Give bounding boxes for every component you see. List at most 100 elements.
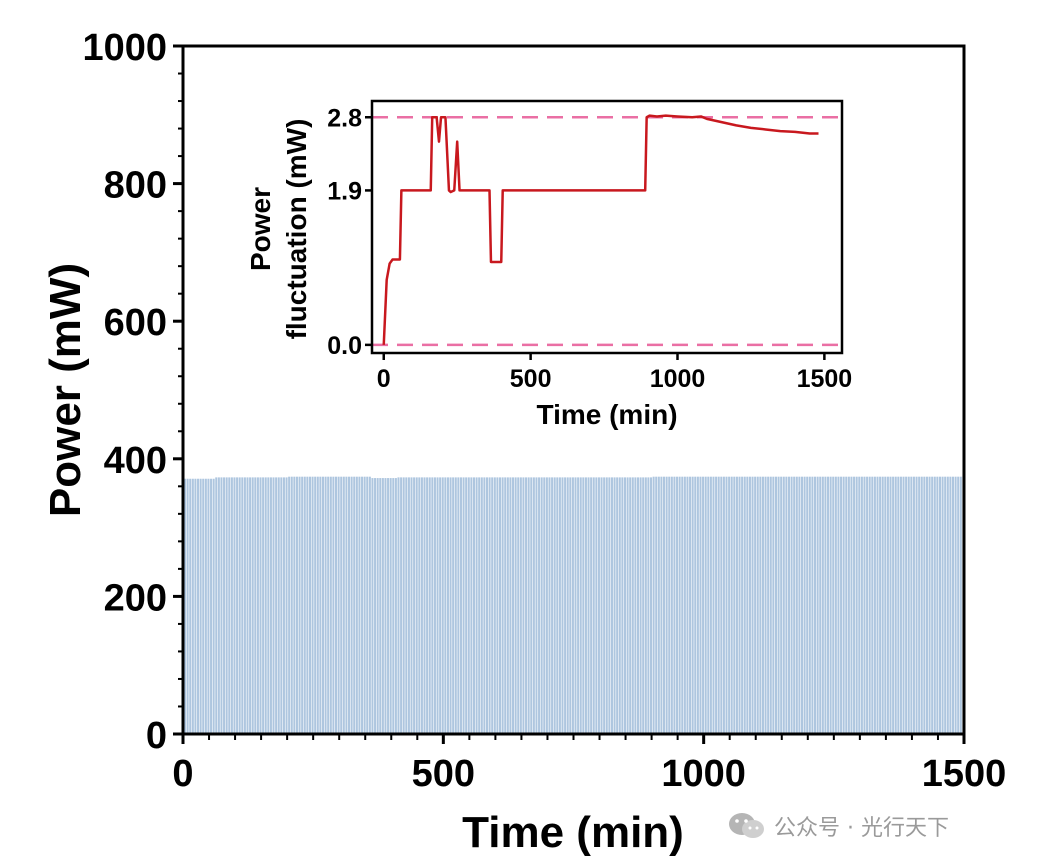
power-bar bbox=[324, 476, 327, 734]
power-bar bbox=[212, 478, 215, 734]
power-bar bbox=[374, 478, 377, 734]
power-bar bbox=[371, 478, 374, 734]
power-bar bbox=[707, 476, 710, 734]
power-bar bbox=[558, 477, 561, 734]
power-bar bbox=[803, 476, 806, 734]
power-bar bbox=[761, 476, 764, 734]
power-bar bbox=[246, 477, 249, 734]
power-bar bbox=[873, 476, 876, 734]
power-bar bbox=[733, 476, 736, 734]
power-bar bbox=[459, 477, 462, 734]
power-bar bbox=[946, 476, 949, 734]
power-bar bbox=[657, 476, 660, 734]
power-bar bbox=[241, 477, 244, 734]
power-bar bbox=[790, 476, 793, 734]
power-bar bbox=[647, 477, 650, 734]
power-bar bbox=[639, 477, 642, 734]
power-bar bbox=[194, 478, 197, 734]
power-bar bbox=[264, 477, 267, 734]
power-bar bbox=[488, 477, 491, 734]
power-bar bbox=[199, 478, 202, 734]
inset-x-tick-label: 0 bbox=[377, 365, 391, 393]
power-bar bbox=[676, 476, 679, 734]
power-bar bbox=[348, 476, 351, 734]
power-bar bbox=[772, 476, 775, 734]
power-bar bbox=[462, 477, 465, 734]
power-bar bbox=[582, 477, 585, 734]
power-bar bbox=[316, 476, 319, 734]
power-bar bbox=[715, 476, 718, 734]
power-bar bbox=[748, 476, 751, 734]
power-bar bbox=[709, 476, 712, 734]
power-bar bbox=[444, 477, 447, 734]
power-bar bbox=[821, 476, 824, 734]
power-bar bbox=[290, 476, 293, 734]
power-bar bbox=[819, 476, 822, 734]
inset-y-axis-label-line2: fluctuation (mW) bbox=[281, 119, 312, 340]
power-bar bbox=[571, 477, 574, 734]
power-bar bbox=[665, 476, 668, 734]
power-bar bbox=[910, 476, 913, 734]
power-bar bbox=[553, 477, 556, 734]
inset-series-line bbox=[382, 114, 819, 345]
power-bar bbox=[751, 476, 754, 734]
power-bar bbox=[332, 476, 335, 734]
power-bar bbox=[340, 476, 343, 734]
power-bar bbox=[597, 477, 600, 734]
power-bar bbox=[230, 477, 233, 734]
power-bar bbox=[483, 477, 486, 734]
power-bar bbox=[855, 476, 858, 734]
inset-y-ticks: 0.0 1.9 2.8 bbox=[327, 104, 372, 360]
power-bar bbox=[871, 476, 874, 734]
power-bar bbox=[814, 476, 817, 734]
power-bar bbox=[959, 476, 962, 734]
power-bar bbox=[387, 478, 390, 734]
power-bar bbox=[673, 476, 676, 734]
power-bar bbox=[478, 477, 481, 734]
power-bar bbox=[509, 477, 512, 734]
power-bar bbox=[217, 477, 220, 734]
power-bar bbox=[686, 476, 689, 734]
power-bar bbox=[879, 476, 882, 734]
power-bar bbox=[285, 477, 288, 734]
power-bar bbox=[449, 477, 452, 734]
power-bar bbox=[590, 477, 593, 734]
inset-y-axis-label-line1: Power bbox=[245, 187, 276, 271]
power-bar bbox=[866, 476, 869, 734]
power-bar bbox=[535, 477, 538, 734]
power-bar bbox=[696, 476, 699, 734]
power-bar bbox=[626, 477, 629, 734]
power-bar bbox=[827, 476, 830, 734]
power-bar bbox=[517, 477, 520, 734]
power-bar bbox=[269, 477, 272, 734]
power-bar bbox=[845, 476, 848, 734]
power-bar bbox=[548, 477, 551, 734]
power-bar bbox=[936, 476, 939, 734]
power-bar bbox=[426, 477, 429, 734]
power-bar bbox=[574, 477, 577, 734]
power-bar bbox=[191, 478, 194, 734]
power-bar bbox=[272, 477, 275, 734]
power-bar bbox=[785, 476, 788, 734]
inset-plot-frame bbox=[370, 99, 844, 355]
power-bar bbox=[938, 476, 941, 734]
power-bar bbox=[912, 476, 915, 734]
power-bar bbox=[689, 476, 692, 734]
power-bar bbox=[897, 476, 900, 734]
power-bar bbox=[941, 476, 944, 734]
power-bar bbox=[577, 477, 580, 734]
power-bar bbox=[243, 477, 246, 734]
power-bar bbox=[215, 477, 218, 734]
power-bar bbox=[894, 476, 897, 734]
power-bar bbox=[610, 477, 613, 734]
power-bar bbox=[262, 477, 265, 734]
inset-chart: 0.01.92.8 0 500 1000 1500 Time (min) Power … bbox=[245, 99, 852, 430]
power-bar bbox=[668, 476, 671, 734]
power-bar bbox=[233, 477, 236, 734]
power-bar bbox=[743, 476, 746, 734]
power-bar bbox=[439, 477, 442, 734]
power-bar bbox=[532, 477, 535, 734]
power-bar bbox=[808, 476, 811, 734]
power-bar bbox=[759, 476, 762, 734]
power-bar bbox=[420, 477, 423, 734]
